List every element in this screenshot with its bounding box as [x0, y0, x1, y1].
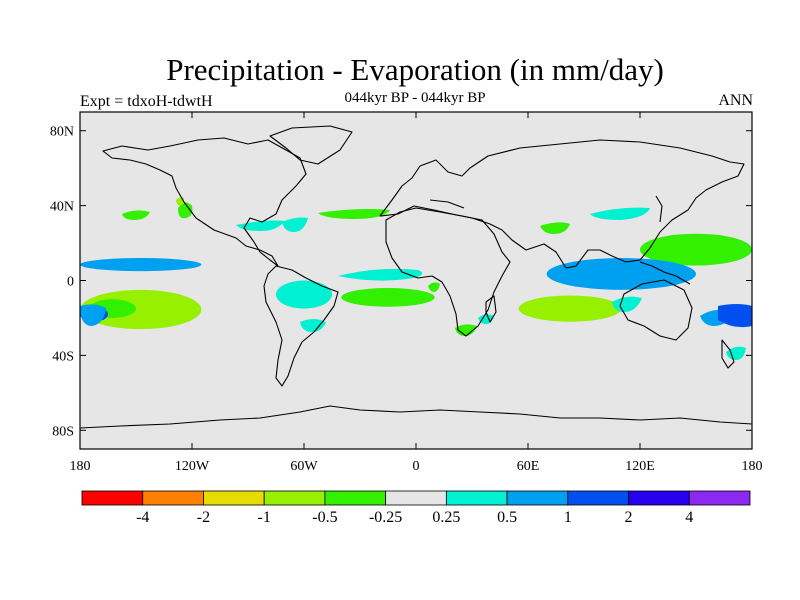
colorbar-label: 4: [685, 509, 693, 526]
coast-mediterranean: [429, 199, 465, 209]
colorbar-label: 0.5: [497, 509, 517, 526]
anomaly-patch-australia-nw: [612, 296, 642, 312]
anomaly-region-6: [341, 287, 435, 307]
lon-tick-label: 120W: [175, 459, 210, 474]
anomaly-patch-africa-west: [428, 282, 440, 292]
anomaly-patch-north-america: [178, 202, 193, 219]
lat-tick-label: 80N: [50, 125, 74, 140]
colorbar: [81, 490, 751, 506]
colorbar-label: 2: [625, 509, 633, 526]
colorbar-swatch: [628, 490, 690, 506]
colorbar-swatch: [324, 490, 387, 506]
lon-tick-label: 60W: [290, 459, 318, 474]
anomaly-region-7: [276, 280, 332, 309]
anomaly-patch-asia: [540, 222, 570, 234]
chart-subtitle: 044kyr BP - 044kyr BP: [344, 90, 486, 106]
colorbar-label: 1: [564, 509, 572, 526]
colorbar-label: 0.25: [432, 509, 460, 526]
anomaly-patch-atlantic-west: [282, 217, 308, 232]
anomaly-fill-layer: [80, 197, 752, 360]
coast-australia: [619, 279, 693, 341]
colorbar-swatch: [263, 490, 326, 506]
anomaly-patch-pacific-west-edge: [80, 304, 106, 326]
latitude-axis: 80N 40N 0 40S 80S: [50, 125, 752, 439]
anomaly-patch-north-pacific: [122, 210, 150, 220]
lon-tick-label: 0: [413, 459, 420, 474]
anomaly-region-3: [518, 295, 622, 322]
coast-eurasia: [379, 139, 745, 269]
lon-tick-label: 180: [742, 459, 763, 474]
experiment-label: Expt = tdxoH-tdwtH: [80, 93, 213, 110]
colorbar-label: -1: [258, 509, 271, 526]
coastlines: [80, 125, 752, 429]
lat-tick-label: 40S: [52, 349, 74, 364]
lon-tick-label: 60E: [517, 459, 540, 474]
chart-title: Precipitation - Evaporation (in mm/day): [166, 52, 664, 87]
colorbar-swatch: [385, 490, 447, 506]
coast-madagascar: [485, 295, 497, 323]
colorbar-labels: -4 -2 -1 -0.5 -0.25 0.25 0.5 1 2 4: [136, 509, 693, 526]
lon-tick-label: 180: [70, 459, 91, 474]
coast-south-america: [263, 265, 339, 387]
anomaly-patch-new-zealand: [726, 346, 746, 360]
colorbar-swatch: [203, 490, 265, 506]
colorbar-swatch: [506, 490, 569, 506]
anomaly-patch-north-atlantic: [318, 209, 390, 219]
anomaly-patch-gulf: [236, 220, 284, 231]
lat-tick-label: 80S: [52, 424, 74, 439]
coast-japan: [655, 195, 663, 223]
coast-new-zealand: [721, 339, 735, 369]
anomaly-patch-south-atlantic-west: [300, 319, 326, 332]
anomaly-region-2: [80, 258, 202, 272]
colorbar-swatch: [567, 490, 629, 506]
colorbar-swatch: [688, 490, 751, 506]
coast-north-america: [102, 137, 307, 267]
colorbar-swatch: [142, 490, 204, 506]
season-label: ANN: [718, 92, 753, 109]
lon-tick-label: 120E: [625, 459, 655, 474]
coast-greenland: [269, 125, 353, 165]
colorbar-swatch: [81, 490, 144, 506]
colorbar-label: -2: [197, 509, 210, 526]
colorbar-label: -0.5: [312, 509, 337, 526]
coast-antarctica: [80, 405, 752, 429]
anomaly-patch-south-africa: [455, 324, 477, 336]
longitude-axis: 180 120W 60W 0 60E 120E 180: [70, 112, 763, 474]
anomaly-region-4: [640, 233, 752, 266]
anomaly-patch-east-asia: [590, 207, 650, 220]
lat-tick-label: 0: [67, 275, 74, 290]
colorbar-swatch: [445, 490, 508, 506]
colorbar-label: -4: [136, 509, 149, 526]
colorbar-label: -0.25: [369, 509, 402, 526]
anomaly-patch-pacific-edge: [718, 304, 752, 328]
minor-anomaly-patches: [80, 197, 752, 360]
anomaly-patch-tropical-atlantic-north: [338, 268, 423, 281]
anomaly-region-5: [546, 258, 696, 290]
lat-tick-label: 40N: [50, 200, 74, 215]
coast-indonesia: [639, 261, 691, 285]
